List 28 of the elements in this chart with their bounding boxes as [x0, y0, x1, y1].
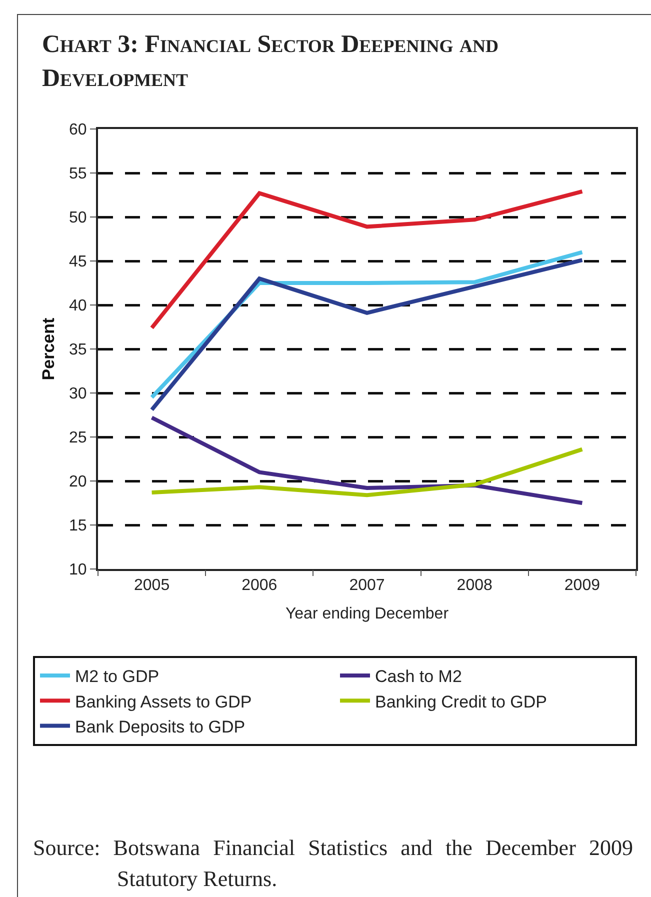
- x-tick-label: 2007: [349, 577, 385, 594]
- x-axis-title: Year ending December: [285, 605, 450, 622]
- y-tick-label: 15: [69, 518, 87, 535]
- y-tick-label: 55: [69, 166, 87, 183]
- x-tick-label: 2005: [134, 577, 170, 594]
- y-axis-title: Percent: [39, 317, 58, 380]
- y-tick-label: 60: [69, 122, 87, 139]
- legend-label: M2 to GDP: [75, 667, 160, 686]
- chart-title: Chart 3: Financial Sector Deepening and Development: [42, 30, 500, 94]
- line-series: [150, 447, 584, 498]
- line-series: [150, 416, 584, 505]
- legend-label: Bank Deposits to GDP: [75, 717, 246, 736]
- y-tick-label: 30: [69, 386, 87, 403]
- y-tick-label: 25: [69, 430, 87, 447]
- legend-label: Cash to M2: [375, 667, 462, 686]
- x-tick-label: 2009: [564, 577, 600, 594]
- y-tick-label: 20: [69, 474, 87, 491]
- source-note: Source: Botswana Financial Statistics and the December 2009 Statutory Returns.: [33, 834, 633, 893]
- x-tick-label: 2006: [242, 577, 278, 594]
- y-tick-label: 10: [69, 562, 87, 579]
- y-tick-label: 45: [69, 254, 87, 271]
- line-series: [150, 189, 584, 330]
- y-tick-label: 35: [69, 342, 87, 359]
- legend-label: Banking Credit to GDP: [375, 692, 547, 712]
- x-tick-label: 2008: [456, 577, 492, 594]
- y-tick-label: 40: [69, 298, 87, 315]
- y-tick-label: 50: [69, 210, 87, 227]
- legend-label: Banking Assets to GDP: [75, 692, 252, 712]
